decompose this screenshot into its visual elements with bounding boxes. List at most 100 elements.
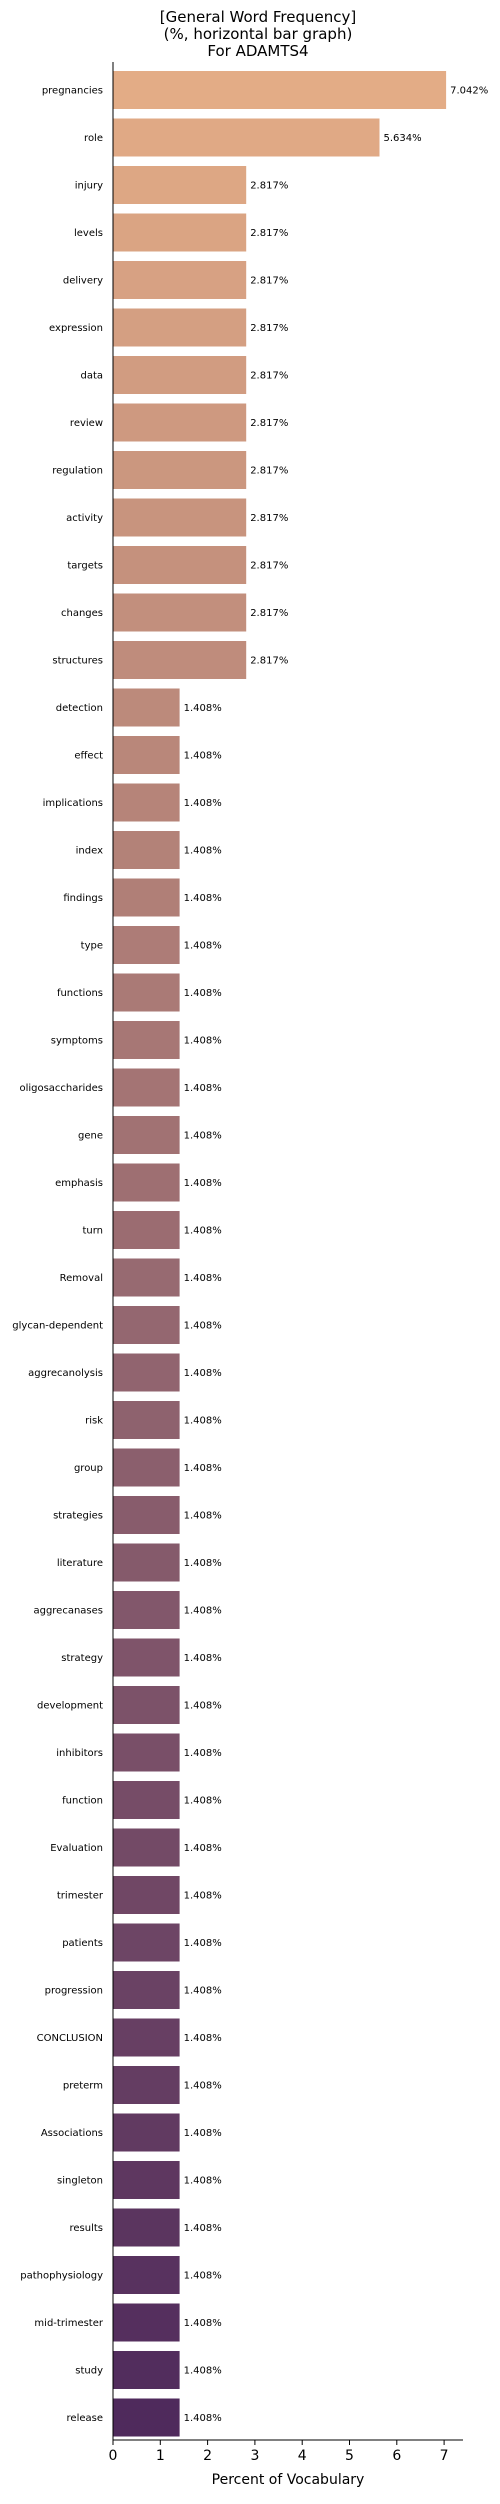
data-label: 1.408% [184, 2128, 222, 2139]
category-label: expression [49, 323, 103, 334]
x-axis-title: Percent of Vocabulary [212, 2472, 365, 2488]
category-label: type [81, 941, 103, 952]
category-label: delivery [63, 276, 103, 287]
data-label: 1.408% [184, 1368, 222, 1379]
bar-activity [113, 498, 247, 537]
category-label: oligosaccharides [19, 1083, 103, 1094]
data-label: 1.408% [184, 1938, 222, 1949]
bar-effect [113, 736, 180, 774]
category-label: risk [85, 1416, 103, 1427]
x-tick-label: 4 [298, 2448, 307, 2464]
data-label: 1.408% [184, 1606, 222, 1617]
category-label: inhibitors [56, 1748, 103, 1759]
data-label: 1.408% [184, 1653, 222, 1664]
category-label: review [70, 418, 103, 429]
category-label: mid-trimester [34, 2318, 103, 2329]
bar-strategy [113, 1638, 180, 1677]
data-label: 2.817% [250, 371, 288, 382]
bar-evaluation [113, 1828, 180, 1867]
bar-findings [113, 878, 180, 917]
bar-turn [113, 1211, 180, 1249]
category-label: strategies [53, 1511, 103, 1522]
category-label: release [67, 2413, 103, 2424]
data-label: 1.408% [184, 1321, 222, 1332]
bar-study [113, 2351, 180, 2389]
bar-emphasis [113, 1163, 180, 1202]
data-label: 1.408% [184, 988, 222, 999]
data-label: 1.408% [184, 2271, 222, 2282]
data-label: 2.817% [250, 561, 288, 572]
bar-changes [113, 593, 247, 632]
data-label: 1.408% [184, 1748, 222, 1759]
category-label: symptoms [51, 1036, 103, 1047]
category-label: pregnancies [42, 86, 103, 97]
bar-function [113, 1781, 180, 1819]
data-label: 2.817% [250, 513, 288, 524]
category-label: Evaluation [50, 1843, 103, 1854]
bar-release [113, 2398, 180, 2437]
data-label: 1.408% [184, 1701, 222, 1712]
category-label: literature [57, 1558, 103, 1569]
category-label: levels [74, 228, 103, 239]
bar-associations [113, 2113, 180, 2152]
bar-pathophysiology [113, 2256, 180, 2294]
category-label: study [75, 2366, 103, 2377]
data-label: 1.408% [184, 846, 222, 857]
bar-aggrecanases [113, 1591, 180, 1629]
x-tick-label: 6 [392, 2448, 401, 2464]
data-label: 1.408% [184, 2223, 222, 2234]
category-label: index [76, 846, 103, 857]
bar-functions [113, 973, 180, 1012]
category-label: development [37, 1701, 103, 1712]
data-label: 1.408% [184, 1843, 222, 1854]
category-label: structures [52, 656, 103, 667]
x-tick-label: 3 [250, 2448, 259, 2464]
data-label: 1.408% [184, 798, 222, 809]
chart-title-line-2: (%, horizontal bar graph) [164, 25, 353, 43]
bar-implications [113, 783, 180, 822]
category-label: aggrecanolysis [28, 1368, 103, 1379]
data-label: 1.408% [184, 1558, 222, 1569]
category-label: group [74, 1463, 103, 1474]
data-label: 1.408% [184, 2081, 222, 2092]
bar-removal [113, 1258, 180, 1297]
bar-literature [113, 1543, 180, 1582]
category-label: preterm [63, 2081, 103, 2092]
category-label: progression [45, 1986, 103, 1997]
bar-structures [113, 641, 247, 679]
x-tick-label: 2 [203, 2448, 212, 2464]
bar-levels [113, 213, 247, 252]
data-label: 1.408% [184, 2033, 222, 2044]
bar-oligosaccharides [113, 1068, 180, 1107]
data-label: 1.408% [184, 703, 222, 714]
bar-patients [113, 1923, 180, 1962]
category-label: pathophysiology [20, 2271, 103, 2282]
data-label: 2.817% [250, 228, 288, 239]
data-label: 1.408% [184, 2318, 222, 2329]
bar-symptoms [113, 1021, 180, 1059]
category-label: trimester [57, 1891, 104, 1902]
chart-title: [General Word Frequency] (%, horizontal … [160, 8, 356, 60]
category-label: results [69, 2223, 103, 2234]
data-label: 2.817% [250, 656, 288, 667]
category-label: detection [56, 703, 103, 714]
data-label: 1.408% [184, 751, 222, 762]
x-tick-label: 1 [156, 2448, 165, 2464]
bar-regulation [113, 451, 247, 489]
bar-progression [113, 1971, 180, 2009]
bar-detection [113, 688, 180, 727]
bar-development [113, 1686, 180, 1724]
data-label: 1.408% [184, 1511, 222, 1522]
bar-strategies [113, 1496, 180, 1534]
data-label: 1.408% [184, 1891, 222, 1902]
bars-layer: pregnancies 7.042% role 5.634% injury 2.817% l… [12, 71, 488, 2437]
data-label: 1.408% [184, 1273, 222, 1284]
data-label: 1.408% [184, 1416, 222, 1427]
bar-aggrecanolysis [113, 1353, 180, 1392]
bar-pregnancies [113, 71, 447, 109]
category-label: glycan-dependent [12, 1321, 103, 1332]
chart-title-line-1: [General Word Frequency] [160, 8, 356, 26]
data-label: 7.042% [450, 86, 488, 97]
